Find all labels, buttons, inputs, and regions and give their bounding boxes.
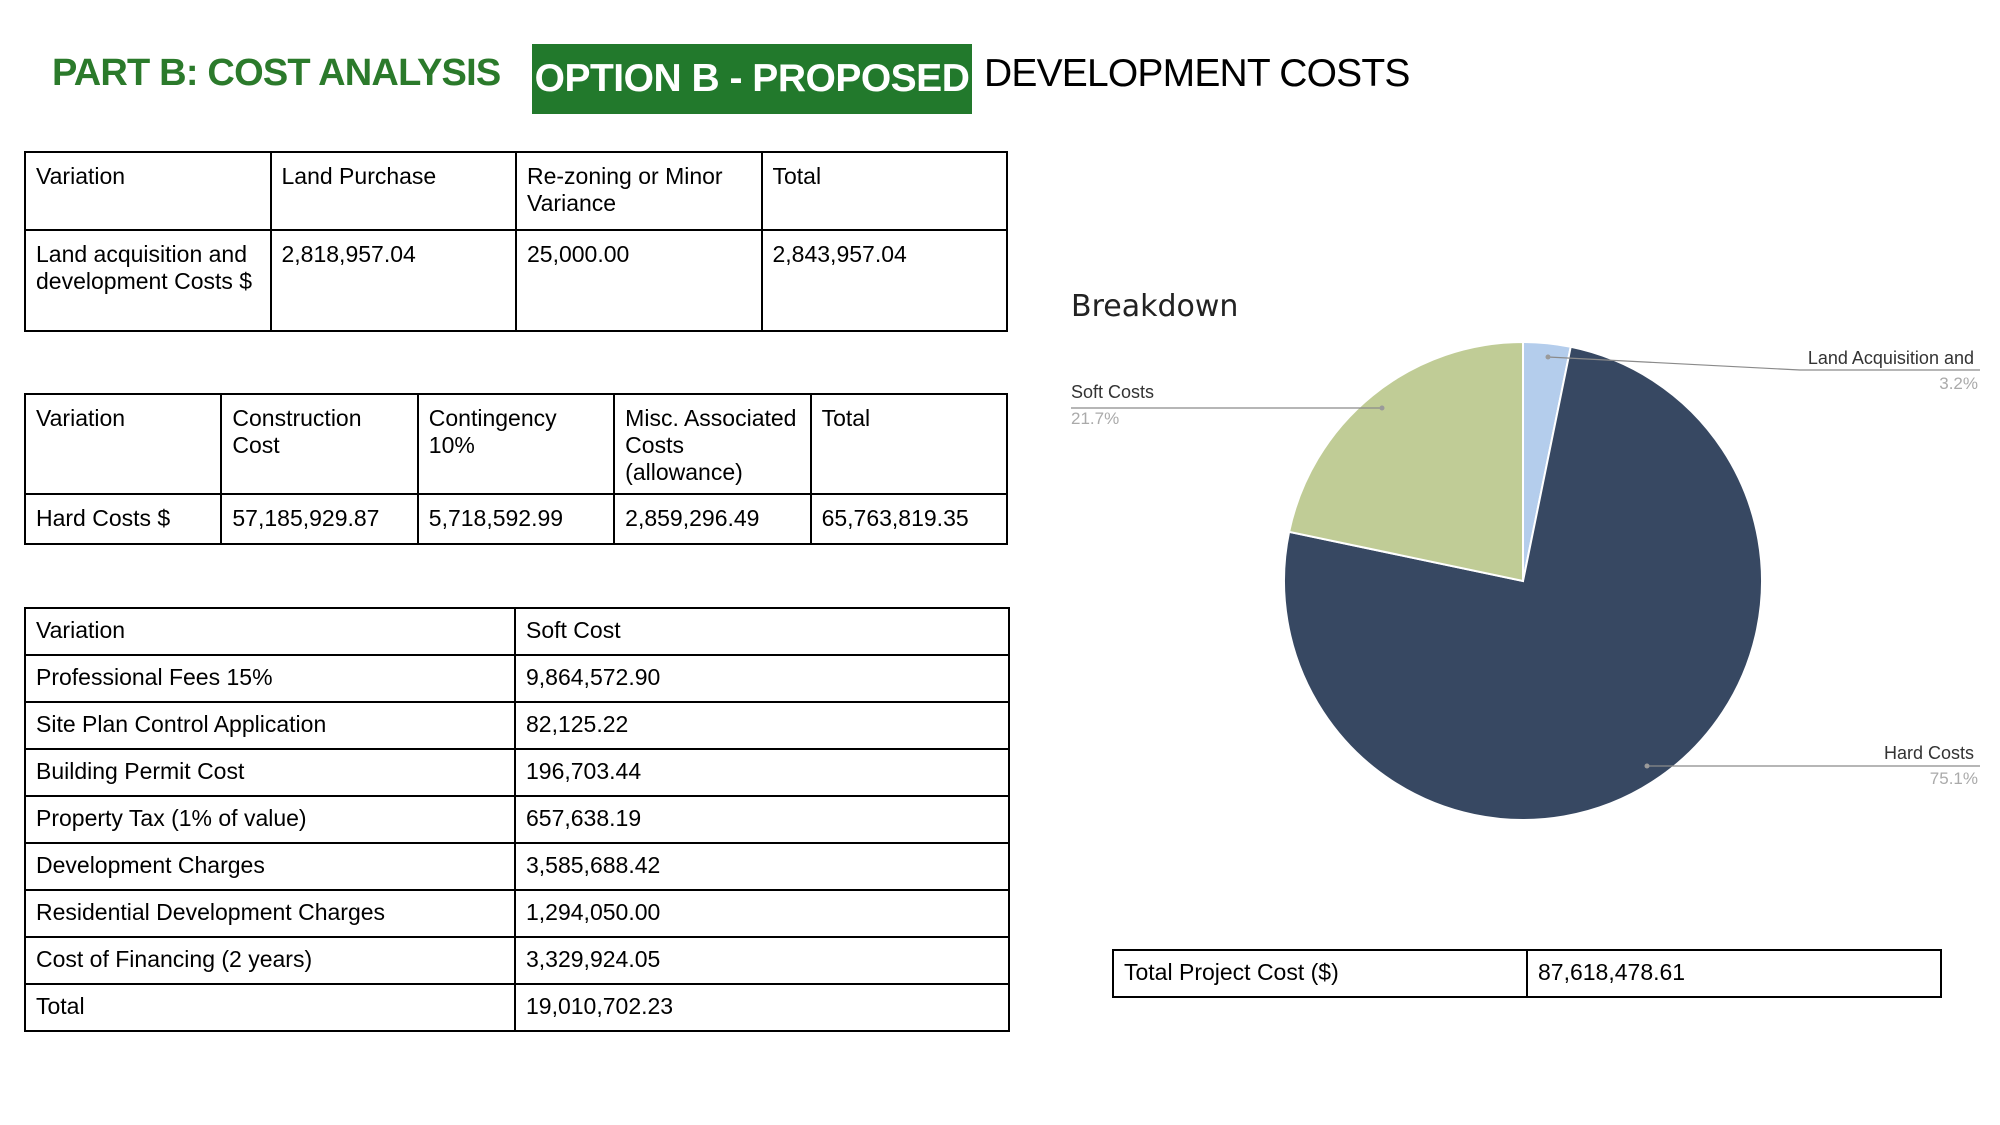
land-costs-table: Variation Land Purchase Re-zoning or Min… bbox=[24, 151, 1008, 332]
row-label: Property Tax (1% of value) bbox=[24, 795, 516, 844]
slice-label: Soft Costs bbox=[1071, 382, 1154, 402]
slice-label: Land Acquisition and bbox=[1808, 348, 1974, 368]
row-label: Site Plan Control Application bbox=[24, 701, 516, 750]
table-cell: 3,585,688.42 bbox=[514, 842, 1010, 891]
table-row: Total Project Cost ($) 87,618,478.61 bbox=[1112, 949, 1942, 998]
table-row: Building Permit Cost 196,703.44 bbox=[24, 748, 1010, 797]
table-header-row: Variation Soft Cost bbox=[24, 607, 1010, 656]
callout-line bbox=[1547, 356, 1980, 371]
row-label: Hard Costs $ bbox=[23, 493, 223, 545]
option-badge: OPTION B - PROPOSED bbox=[532, 44, 972, 114]
row-label: Building Permit Cost bbox=[24, 748, 516, 797]
row-label: Total bbox=[24, 983, 516, 1032]
pie-slice bbox=[1283, 345, 1763, 821]
table-row: Land acquisition and development Costs $… bbox=[24, 229, 1008, 332]
table-cell: 19,010,702.23 bbox=[514, 983, 1010, 1032]
table-cell: 25,000.00 bbox=[515, 229, 763, 332]
total-label: Total Project Cost ($) bbox=[1112, 949, 1528, 998]
table-cell: 2,843,957.04 bbox=[760, 229, 1008, 332]
table-cell: 57,185,929.87 bbox=[220, 493, 419, 545]
header-cell: Soft Cost bbox=[514, 607, 1010, 656]
header-cell: Total bbox=[760, 151, 1008, 231]
page-subtitle: DEVELOPMENT COSTS bbox=[984, 52, 1410, 95]
row-label: Land acquisition and development Costs $ bbox=[24, 229, 272, 332]
header-cell: Variation bbox=[24, 151, 272, 231]
header: PART B: COST ANALYSIS OPTION B - PROPOSE… bbox=[0, 44, 2000, 114]
row-label: Professional Fees 15% bbox=[24, 654, 516, 703]
total-value: 87,618,478.61 bbox=[1526, 949, 1942, 998]
soft-costs-table: Variation Soft Cost Professional Fees 15… bbox=[24, 607, 1010, 1032]
total-project-cost-table: Total Project Cost ($) 87,618,478.61 bbox=[1112, 949, 1942, 998]
table-cell: 82,125.22 bbox=[514, 701, 1010, 750]
table-cell: 5,718,592.99 bbox=[416, 493, 616, 545]
slice-percent-label: 3.2% bbox=[1939, 374, 1978, 393]
header-cell: Land Purchase bbox=[269, 151, 517, 231]
header-cell: Contingency 10% bbox=[416, 393, 616, 495]
hard-costs-table: Variation Construction Cost Contingency … bbox=[23, 393, 1009, 545]
header-cell: Construction Cost bbox=[220, 393, 419, 495]
table-row: Total 19,010,702.23 bbox=[24, 983, 1010, 1032]
slice-percent-label: 75.1% bbox=[1930, 769, 1978, 788]
slice-label: Hard Costs bbox=[1884, 743, 1974, 763]
table-cell: 65,763,819.35 bbox=[809, 493, 1009, 545]
callout-dot bbox=[1644, 763, 1650, 769]
pie-slice bbox=[1287, 340, 1524, 583]
table-row: Development Charges 3,585,688.42 bbox=[24, 842, 1010, 891]
table-cell: 9,864,572.90 bbox=[514, 654, 1010, 703]
table-cell: 657,638.19 bbox=[514, 795, 1010, 844]
header-cell: Misc. Associated Costs (allowance) bbox=[613, 393, 812, 495]
header-cell: Re-zoning or Minor Variance bbox=[515, 151, 763, 231]
table-cell: 2,818,957.04 bbox=[269, 229, 517, 332]
row-label: Residential Development Charges bbox=[24, 889, 516, 938]
table-header-row: Variation Land Purchase Re-zoning or Min… bbox=[24, 151, 1008, 231]
table-cell: 3,329,924.05 bbox=[514, 936, 1010, 985]
table-row: Professional Fees 15% 9,864,572.90 bbox=[24, 654, 1010, 703]
callout-dot bbox=[1379, 405, 1385, 411]
table-row: Property Tax (1% of value) 657,638.19 bbox=[24, 795, 1010, 844]
row-label: Development Charges bbox=[24, 842, 516, 891]
table-cell: 196,703.44 bbox=[514, 748, 1010, 797]
table-cell: 2,859,296.49 bbox=[613, 493, 812, 545]
table-row: Site Plan Control Application 82,125.22 bbox=[24, 701, 1010, 750]
table-row: Cost of Financing (2 years) 3,329,924.05 bbox=[24, 936, 1010, 985]
table-row: Residential Development Charges 1,294,05… bbox=[24, 889, 1010, 938]
row-label: Cost of Financing (2 years) bbox=[24, 936, 516, 985]
table-header-row: Variation Construction Cost Contingency … bbox=[23, 393, 1009, 495]
header-cell: Variation bbox=[23, 393, 223, 495]
chart-title: Breakdown bbox=[1071, 289, 1239, 324]
table-cell: 1,294,050.00 bbox=[514, 889, 1010, 938]
header-cell: Total bbox=[809, 393, 1009, 495]
slice-percent-label: 21.7% bbox=[1071, 409, 1119, 428]
header-cell: Variation bbox=[24, 607, 516, 656]
part-title: PART B: COST ANALYSIS bbox=[52, 52, 501, 94]
table-row: Hard Costs $ 57,185,929.87 5,718,592.99 … bbox=[23, 493, 1009, 545]
callout-dot bbox=[1545, 354, 1551, 360]
